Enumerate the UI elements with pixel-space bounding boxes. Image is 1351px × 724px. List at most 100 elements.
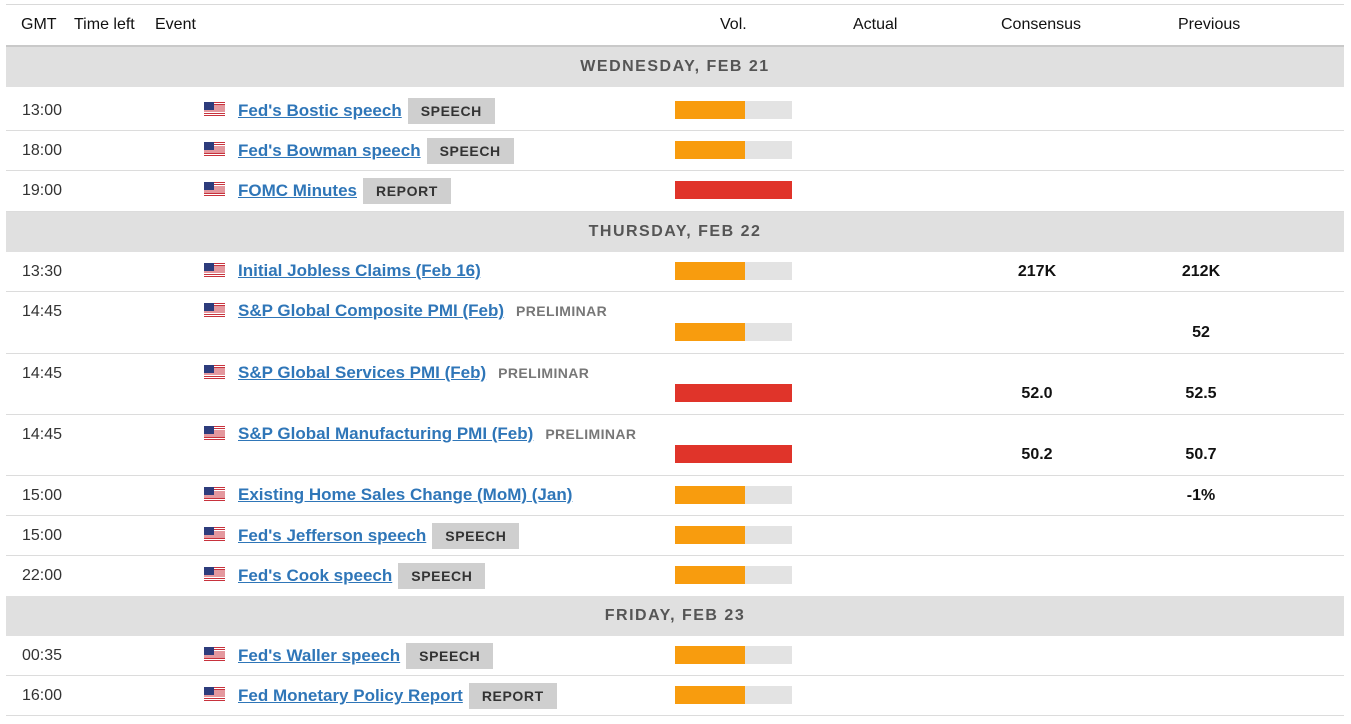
- event-type-badge: SPEECH: [432, 523, 520, 549]
- event-time: 19:00: [22, 182, 63, 199]
- event-title: S&P Global Composite PMI (Feb) PRELIMINA…: [238, 301, 607, 321]
- event-time: 13:30: [22, 263, 63, 280]
- volatility-bar: [675, 566, 792, 584]
- event-row[interactable]: 18:00 Fed's Bowman speech SPEECH: [6, 131, 1344, 171]
- previous-value: 52: [1192, 324, 1210, 341]
- day-header: THURSDAY, FEB 22: [6, 212, 1344, 252]
- volatility-fill: [675, 384, 792, 402]
- volatility-fill: [675, 323, 746, 341]
- event-row[interactable]: 14:45 S&P Global Composite PMI (Feb) PRE…: [6, 292, 1344, 354]
- previous-value: -1%: [1186, 487, 1216, 504]
- event-row[interactable]: 13:00 Fed's Bostic speech SPEECH: [6, 91, 1344, 131]
- us-flag-icon: [204, 142, 225, 156]
- event-link[interactable]: S&P Global Manufacturing PMI (Feb): [238, 424, 534, 443]
- volatility-fill: [675, 181, 792, 199]
- us-flag-icon: [204, 647, 225, 661]
- event-link[interactable]: Fed's Jefferson speech: [238, 526, 427, 545]
- volatility-fill: [675, 686, 746, 704]
- volatility-fill: [675, 486, 746, 504]
- event-row[interactable]: 15:00 Fed's Jefferson speech SPEECH: [6, 516, 1344, 556]
- header-vol: Vol.: [720, 16, 747, 33]
- volatility-bar: [675, 526, 792, 544]
- volatility-bar: [675, 323, 792, 341]
- event-link[interactable]: Existing Home Sales Change (MoM) (Jan): [238, 485, 573, 504]
- top-border: [6, 4, 1344, 5]
- event-title: S&P Global Services PMI (Feb) PRELIMINAR: [238, 363, 589, 383]
- event-time: 22:00: [22, 567, 63, 584]
- event-title: Fed's Bowman speech SPEECH: [238, 138, 514, 164]
- header-event: Event: [155, 16, 196, 33]
- event-title: Fed Monetary Policy Report REPORT: [238, 683, 557, 709]
- event-row[interactable]: 19:00 FOMC Minutes REPORT: [6, 171, 1344, 212]
- volatility-bar: [675, 445, 792, 463]
- event-time: 15:00: [22, 527, 63, 544]
- header-consensus: Consensus: [1001, 16, 1082, 33]
- event-link[interactable]: Fed's Waller speech: [238, 646, 401, 665]
- header-gmt: GMT: [21, 16, 57, 33]
- event-time: 14:45: [22, 303, 63, 320]
- volatility-bar: [675, 384, 792, 402]
- event-title: FOMC Minutes REPORT: [238, 178, 451, 204]
- event-link[interactable]: Fed Monetary Policy Report: [238, 686, 463, 705]
- header-previous: Previous: [1178, 16, 1241, 33]
- event-link[interactable]: Initial Jobless Claims (Feb 16): [238, 261, 481, 280]
- consensus-value: 50.2: [1021, 446, 1053, 463]
- preliminary-label: PRELIMINAR: [498, 365, 590, 381]
- event-time: 13:00: [22, 102, 63, 119]
- volatility-fill: [675, 445, 792, 463]
- previous-value: 50.7: [1185, 446, 1217, 463]
- us-flag-icon: [204, 102, 225, 116]
- volatility-fill: [675, 526, 746, 544]
- event-type-badge: SPEECH: [398, 563, 486, 589]
- us-flag-icon: [204, 527, 225, 541]
- event-title: Initial Jobless Claims (Feb 16): [238, 261, 481, 281]
- header-time-left: Time left: [74, 16, 135, 33]
- consensus-value: 52.0: [1021, 385, 1053, 402]
- volatility-bar: [675, 686, 792, 704]
- volatility-fill: [675, 262, 746, 280]
- day-header: FRIDAY, FEB 23: [6, 596, 1344, 636]
- event-type-badge: SPEECH: [426, 138, 514, 164]
- previous-value: 212K: [1181, 263, 1221, 280]
- previous-value: 52.5: [1185, 385, 1217, 402]
- event-time: 14:45: [22, 365, 63, 382]
- event-row[interactable]: 14:45 S&P Global Manufacturing PMI (Feb)…: [6, 415, 1344, 476]
- preliminary-label: PRELIMINAR: [516, 303, 608, 319]
- event-link[interactable]: Fed's Cook speech: [238, 566, 393, 585]
- preliminary-label: PRELIMINAR: [545, 426, 637, 442]
- event-link[interactable]: FOMC Minutes: [238, 181, 357, 200]
- event-time: 14:45: [22, 426, 63, 443]
- event-time: 15:00: [22, 487, 63, 504]
- event-row[interactable]: 00:35 Fed's Waller speech SPEECH: [6, 636, 1344, 676]
- event-link[interactable]: Fed's Bostic speech: [238, 101, 402, 120]
- volatility-fill: [675, 141, 746, 159]
- event-row[interactable]: 15:00 Existing Home Sales Change (MoM) (…: [6, 476, 1344, 516]
- event-row[interactable]: 16:00 Fed Monetary Policy Report REPORT: [6, 676, 1344, 716]
- event-type-badge: SPEECH: [407, 98, 495, 124]
- us-flag-icon: [204, 567, 225, 581]
- volatility-fill: [675, 101, 746, 119]
- event-row[interactable]: 14:45 S&P Global Services PMI (Feb) PREL…: [6, 354, 1344, 415]
- us-flag-icon: [204, 365, 225, 379]
- volatility-bar: [675, 101, 792, 119]
- event-type-badge: SPEECH: [406, 643, 494, 669]
- event-time: 16:00: [22, 687, 63, 704]
- volatility-bar: [675, 486, 792, 504]
- volatility-bar: [675, 262, 792, 280]
- volatility-bar: [675, 181, 792, 199]
- event-title: S&P Global Manufacturing PMI (Feb) PRELI…: [238, 424, 636, 444]
- event-title: Fed's Waller speech SPEECH: [238, 643, 494, 669]
- day-header: WEDNESDAY, FEB 21: [6, 47, 1344, 87]
- header-actual: Actual: [853, 16, 898, 33]
- event-title: Existing Home Sales Change (MoM) (Jan): [238, 485, 572, 505]
- event-link[interactable]: Fed's Bowman speech: [238, 141, 421, 160]
- consensus-value: 217K: [1017, 263, 1057, 280]
- event-time: 00:35: [22, 647, 63, 664]
- event-row[interactable]: 13:30 Initial Jobless Claims (Feb 16) 21…: [6, 252, 1344, 292]
- event-title: Fed's Bostic speech SPEECH: [238, 98, 495, 124]
- event-link[interactable]: S&P Global Services PMI (Feb): [238, 363, 487, 382]
- volatility-bar: [675, 141, 792, 159]
- event-row[interactable]: 22:00 Fed's Cook speech SPEECH: [6, 556, 1344, 597]
- event-link[interactable]: S&P Global Composite PMI (Feb): [238, 301, 505, 320]
- volatility-fill: [675, 566, 746, 584]
